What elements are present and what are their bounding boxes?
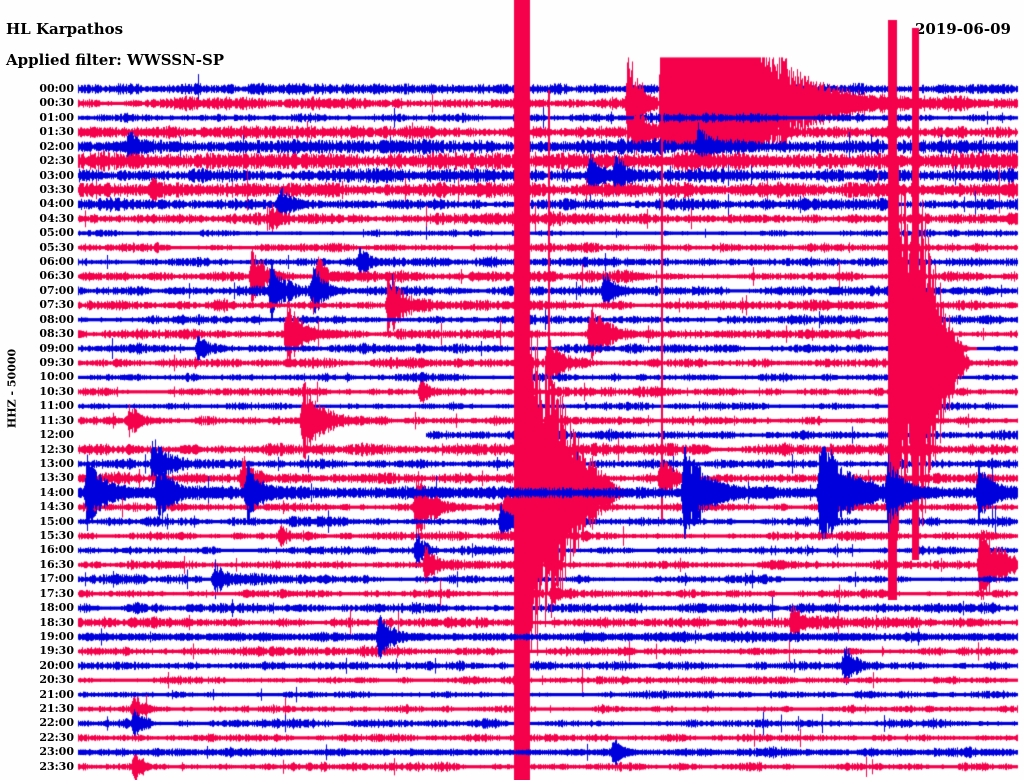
time-tick-0100: 01:00 xyxy=(39,110,74,124)
time-tick-0800: 08:00 xyxy=(39,312,74,326)
time-tick-0830: 08:30 xyxy=(39,327,74,341)
time-tick-1300: 13:00 xyxy=(39,456,74,470)
time-tick-0900: 09:00 xyxy=(39,341,74,355)
time-tick-0200: 02:00 xyxy=(39,139,74,153)
time-tick-1000: 10:00 xyxy=(39,370,74,384)
time-tick-0730: 07:30 xyxy=(39,298,74,312)
time-tick-2300: 23:00 xyxy=(39,745,74,759)
time-tick-2030: 20:30 xyxy=(39,673,74,687)
time-tick-0500: 05:00 xyxy=(39,226,74,240)
time-tick-1830: 18:30 xyxy=(39,615,74,629)
time-tick-2200: 22:00 xyxy=(39,716,74,730)
time-tick-0030: 00:30 xyxy=(39,96,74,110)
time-tick-1730: 17:30 xyxy=(39,586,74,600)
time-tick-0400: 04:00 xyxy=(39,197,74,211)
time-tick-1100: 11:00 xyxy=(39,399,74,413)
time-tick-0330: 03:30 xyxy=(39,182,74,196)
time-tick-1130: 11:30 xyxy=(39,413,74,427)
time-tick-0600: 06:00 xyxy=(39,255,74,269)
time-tick-0930: 09:30 xyxy=(39,355,74,369)
time-tick-0430: 04:30 xyxy=(39,211,74,225)
time-tick-1230: 12:30 xyxy=(39,442,74,456)
time-tick-0630: 06:30 xyxy=(39,269,74,283)
time-tick-0530: 05:30 xyxy=(39,240,74,254)
time-tick-1200: 12:00 xyxy=(39,428,74,442)
time-tick-0000: 00:00 xyxy=(39,82,74,95)
time-tick-1400: 14:00 xyxy=(39,485,74,499)
time-tick-1530: 15:30 xyxy=(39,529,74,543)
time-tick-1930: 19:30 xyxy=(39,644,74,658)
time-tick-0300: 03:00 xyxy=(39,168,74,182)
time-tick-2130: 21:30 xyxy=(39,702,74,716)
time-tick-1800: 18:00 xyxy=(39,601,74,615)
time-tick-0700: 07:00 xyxy=(39,283,74,297)
time-tick-1330: 13:30 xyxy=(39,471,74,485)
time-tick-2000: 20:00 xyxy=(39,658,74,672)
time-tick-2230: 22:30 xyxy=(39,730,74,744)
time-tick-1430: 14:30 xyxy=(39,500,74,514)
time-tick-1700: 17:00 xyxy=(39,572,74,586)
time-axis-labels: 00:00 00:30 01:00 01:30 02:00 02:30 03:00 03:30… xyxy=(12,0,74,780)
time-tick-1500: 15:00 xyxy=(39,514,74,528)
time-tick-0130: 01:30 xyxy=(39,125,74,139)
time-tick-1030: 10:30 xyxy=(39,384,74,398)
time-tick-1600: 16:00 xyxy=(39,543,74,557)
time-tick-2330: 23:30 xyxy=(39,759,74,773)
time-tick-2100: 21:00 xyxy=(39,687,74,701)
time-tick-1900: 19:00 xyxy=(39,629,74,643)
time-tick-1630: 16:30 xyxy=(39,557,74,571)
time-tick-0230: 02:30 xyxy=(39,154,74,168)
